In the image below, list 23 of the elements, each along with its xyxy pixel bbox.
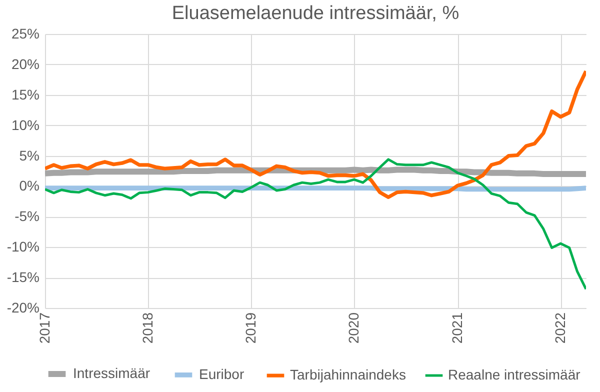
line-series (45, 158, 586, 290)
y-tick-label: -10% (6, 238, 40, 255)
legend-label: Euribor (199, 366, 244, 382)
line-series (45, 69, 586, 200)
y-tick-label: 25% (11, 26, 40, 42)
x-tick-label: 2020 (346, 312, 362, 344)
y-tick-label: -20% (6, 300, 40, 316)
x-tick-label: 2019 (242, 312, 259, 344)
y-tick-label: 0% (19, 178, 40, 194)
x-tick-label: 2022 (552, 312, 568, 344)
y-tick-label: 5% (19, 147, 40, 164)
legend-label: Tarbijahinnaindeks (290, 366, 406, 383)
x-tick-label: 2017 (36, 312, 52, 344)
y-tick-label: 20% (11, 56, 40, 72)
legend-label: Reaalne intressimäär (448, 366, 581, 382)
legend-label: Intressimäär (73, 365, 150, 381)
x-tick-label: 2021 (449, 312, 466, 344)
y-tick-label: -15% (6, 269, 40, 286)
y-tick-label: -5% (14, 208, 40, 224)
x-tick-label: 2018 (140, 312, 156, 344)
y-tick-label: 15% (11, 86, 40, 102)
chart-title: Eluasemelaenude intressimäär, % (172, 3, 460, 24)
y-tick-label: 10% (11, 116, 40, 133)
